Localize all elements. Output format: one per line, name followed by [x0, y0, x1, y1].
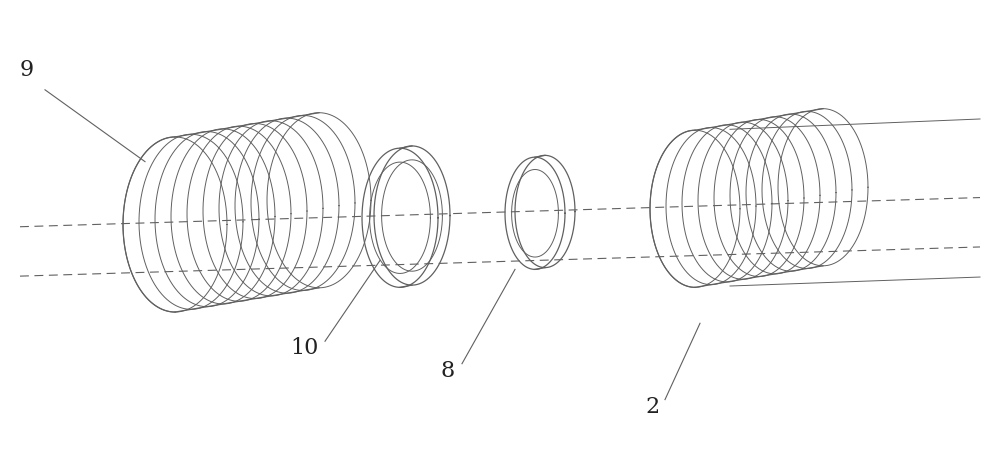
Text: 8: 8	[440, 360, 454, 382]
Text: 10: 10	[290, 337, 318, 359]
Text: 2: 2	[645, 396, 659, 418]
Text: 9: 9	[20, 59, 34, 81]
